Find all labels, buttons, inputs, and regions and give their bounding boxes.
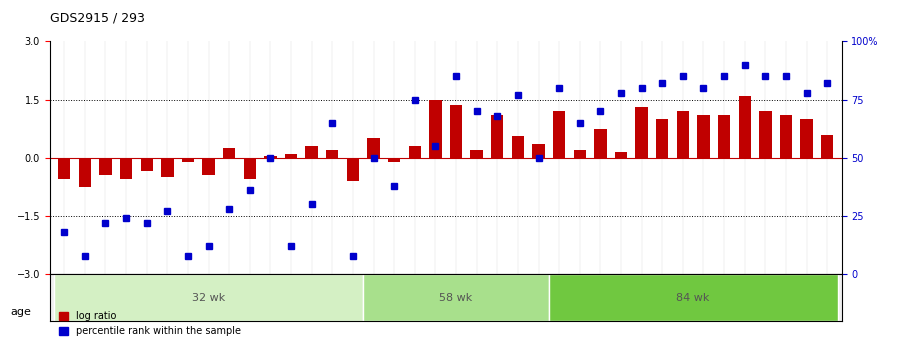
Bar (491, 115, 503, 158)
Bar (388, 158, 400, 162)
Bar (243, 158, 256, 179)
Bar (450, 106, 462, 158)
Bar (697, 115, 710, 158)
Bar (780, 115, 792, 158)
Bar (161, 158, 174, 177)
Bar (656, 119, 669, 158)
Bar (471, 150, 483, 158)
Bar (140, 158, 153, 171)
Bar (367, 138, 380, 158)
Bar (285, 154, 297, 158)
Bar (100, 158, 111, 175)
Bar (553, 111, 566, 158)
Bar (800, 119, 813, 158)
Bar (614, 152, 627, 158)
Bar (119, 158, 132, 179)
Bar (759, 111, 772, 158)
FancyBboxPatch shape (363, 274, 548, 321)
Text: 32 wk: 32 wk (192, 293, 225, 303)
Bar (821, 135, 834, 158)
Bar (326, 150, 338, 158)
Bar (223, 148, 235, 158)
Text: 58 wk: 58 wk (440, 293, 472, 303)
Bar (347, 158, 359, 181)
Bar (429, 100, 442, 158)
Legend: log ratio, percentile rank within the sample: log ratio, percentile rank within the sa… (54, 307, 245, 340)
Bar (635, 107, 648, 158)
Bar (408, 146, 421, 158)
Bar (203, 158, 214, 175)
Bar (595, 129, 606, 158)
Bar (718, 115, 730, 158)
Text: age: age (11, 307, 32, 317)
Bar (58, 158, 71, 179)
Text: 84 wk: 84 wk (676, 293, 710, 303)
Bar (182, 158, 195, 162)
Bar (511, 137, 524, 158)
Bar (574, 150, 586, 158)
Bar (264, 156, 277, 158)
Text: GDS2915 / 293: GDS2915 / 293 (50, 11, 145, 24)
Bar (677, 111, 689, 158)
Bar (532, 144, 545, 158)
Bar (306, 146, 318, 158)
Bar (79, 158, 91, 187)
FancyBboxPatch shape (548, 274, 837, 321)
Bar (738, 96, 751, 158)
FancyBboxPatch shape (54, 274, 363, 321)
